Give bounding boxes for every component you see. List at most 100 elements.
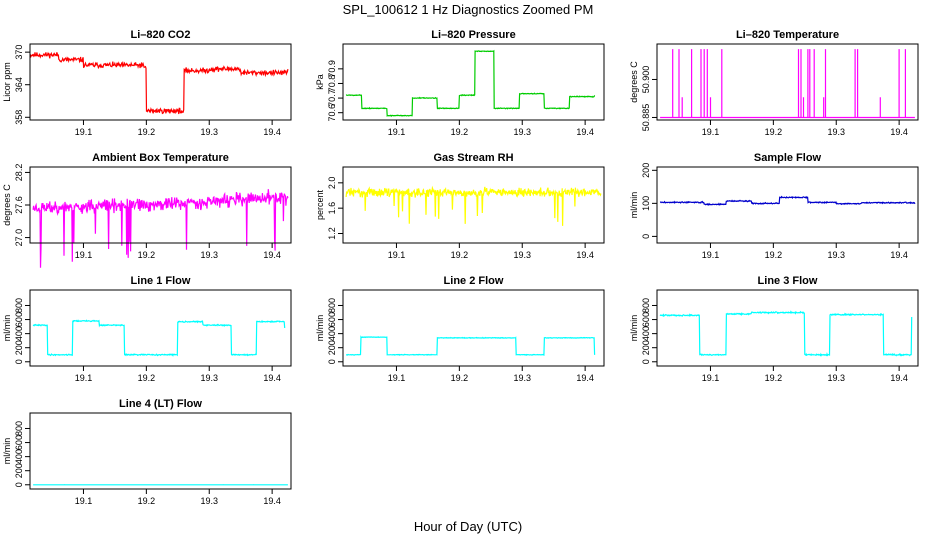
panel-line2: Line 2 Flow ml/min 19.1 19.2 19.3 19.4 0 200400… xyxy=(315,275,605,383)
series-line xyxy=(659,195,916,206)
panel-title: Line 2 Flow xyxy=(444,275,504,287)
plot-frame xyxy=(342,166,605,244)
x-tick-label: 19.1 xyxy=(75,250,93,260)
x-tick-label: 19.3 xyxy=(827,373,845,383)
series-line xyxy=(32,189,289,268)
x-tick-label: 19.4 xyxy=(890,127,908,137)
panel-title: Li–820 Temperature xyxy=(736,29,839,41)
x-tick-label: 19.1 xyxy=(388,250,406,260)
x-tick-label: 19.2 xyxy=(138,496,156,506)
panel-co2: Li–820 CO2 Licor ppm 19.1 19.2 19.3 19.4 358 36… xyxy=(2,29,292,137)
panel-licor-temp: Li–820 Temperature degrees C 19.1 19.2 19.3 1… xyxy=(629,29,919,137)
panel-line4: Line 4 (LT) Flow ml/min 19.1 19.2 19.3 19.4 0 2… xyxy=(2,398,292,506)
y-tick-label: 27.6 xyxy=(14,196,24,214)
x-tick-label: 19.4 xyxy=(890,373,908,383)
plot-frame xyxy=(29,289,292,367)
x-tick-label: 19.2 xyxy=(451,373,469,383)
y-tick-label: 800 xyxy=(14,298,24,313)
y-tick-label: 27.0 xyxy=(14,229,24,247)
x-tick-label: 19.3 xyxy=(827,250,845,260)
y-tick-label: 364 xyxy=(14,77,24,92)
series-line xyxy=(659,310,913,357)
x-tick-label: 19.4 xyxy=(890,250,908,260)
x-tick-label: 19.2 xyxy=(451,250,469,260)
y-tick-label: 0 xyxy=(14,359,24,364)
x-tick-label: 19.3 xyxy=(513,373,531,383)
y-axis-label: degrees C xyxy=(629,61,639,103)
y-axis-label: ml/min xyxy=(629,315,639,342)
panel-title: Li–820 CO2 xyxy=(131,29,191,41)
x-tick-label: 19.3 xyxy=(200,373,218,383)
y-tick-label: 600 xyxy=(14,435,24,450)
y-tick-label: 600 xyxy=(327,312,337,327)
y-tick-label: 70.6 xyxy=(327,104,337,122)
y-tick-label: 200 xyxy=(641,163,651,178)
x-tick-label: 19.3 xyxy=(513,250,531,260)
figure-title: SPL_100612 1 Hz Diagnostics Zoomed PM xyxy=(343,2,594,17)
y-tick-label: 2.0 xyxy=(327,177,337,190)
x-tick-label: 19.1 xyxy=(702,250,720,260)
series-line xyxy=(345,185,602,226)
y-tick-label: 200 xyxy=(641,340,651,355)
figure-xlabel: Hour of Day (UTC) xyxy=(414,519,522,534)
x-tick-label: 19.2 xyxy=(451,127,469,137)
panel-sample-flow: Sample Flow ml/min 19.1 19.2 19.3 19.4 0 100 200 xyxy=(629,152,919,260)
y-tick-label: 0 xyxy=(14,482,24,487)
x-tick-label: 19.4 xyxy=(263,373,281,383)
y-tick-label: 358 xyxy=(14,110,24,125)
x-tick-label: 19.2 xyxy=(138,373,156,383)
y-tick-label: 50.900 xyxy=(641,66,651,94)
y-tick-label: 370 xyxy=(14,45,24,60)
plot-frame xyxy=(342,289,605,367)
panel-rh: Gas Stream RH percent 19.1 19.2 19.3 19.4 1.2 1… xyxy=(315,152,605,260)
x-tick-label: 19.3 xyxy=(827,127,845,137)
panel-box-temp: Ambient Box Temperature degrees C 19.1 19.2… xyxy=(2,152,292,268)
x-tick-label: 19.1 xyxy=(75,496,93,506)
x-tick-label: 19.3 xyxy=(513,127,531,137)
x-tick-label: 19.2 xyxy=(138,250,156,260)
series-line xyxy=(345,335,596,356)
y-tick-label: 0 xyxy=(641,234,651,239)
y-tick-label: 800 xyxy=(327,298,337,313)
x-tick-label: 19.1 xyxy=(75,373,93,383)
plot-frame xyxy=(342,43,605,121)
x-tick-label: 19.1 xyxy=(75,127,93,137)
y-tick-label: 1.2 xyxy=(327,227,337,240)
y-tick-label: 70.9 xyxy=(327,60,337,78)
y-axis-label: degrees C xyxy=(2,184,12,226)
y-tick-label: 800 xyxy=(641,298,651,313)
y-tick-label: 0 xyxy=(641,359,651,364)
y-tick-label: 28.2 xyxy=(14,164,24,182)
x-tick-label: 19.4 xyxy=(263,250,281,260)
y-tick-label: 200 xyxy=(14,340,24,355)
y-tick-label: 50.885 xyxy=(641,104,651,132)
panel-title: Line 1 Flow xyxy=(131,275,191,287)
y-axis-label: Licor ppm xyxy=(2,62,12,102)
x-tick-label: 19.2 xyxy=(765,127,783,137)
y-tick-label: 400 xyxy=(14,326,24,341)
panel-title: Sample Flow xyxy=(754,152,822,164)
panel-title: Gas Stream RH xyxy=(433,152,513,164)
y-axis-label: ml/min xyxy=(629,192,639,219)
panel-title: Li–820 Pressure xyxy=(431,29,515,41)
series-line xyxy=(660,49,915,119)
panel-line1: Line 1 Flow ml/min 19.1 19.2 19.3 19.4 0 200400… xyxy=(2,275,292,383)
y-axis-label: kPa xyxy=(315,74,325,90)
series-line xyxy=(345,49,596,117)
x-tick-label: 19.3 xyxy=(200,496,218,506)
x-tick-label: 19.4 xyxy=(263,127,281,137)
y-tick-label: 600 xyxy=(14,312,24,327)
panel-title: Line 3 Flow xyxy=(758,275,818,287)
y-tick-label: 600 xyxy=(641,312,651,327)
panel-title: Ambient Box Temperature xyxy=(92,152,229,164)
x-tick-label: 19.4 xyxy=(263,496,281,506)
x-tick-label: 19.2 xyxy=(765,373,783,383)
x-tick-label: 19.3 xyxy=(200,127,218,137)
y-tick-label: 200 xyxy=(14,463,24,478)
series-line xyxy=(29,51,289,115)
y-axis-label: percent xyxy=(315,189,325,220)
y-tick-label: 1.6 xyxy=(327,202,337,215)
x-tick-label: 19.1 xyxy=(702,127,720,137)
